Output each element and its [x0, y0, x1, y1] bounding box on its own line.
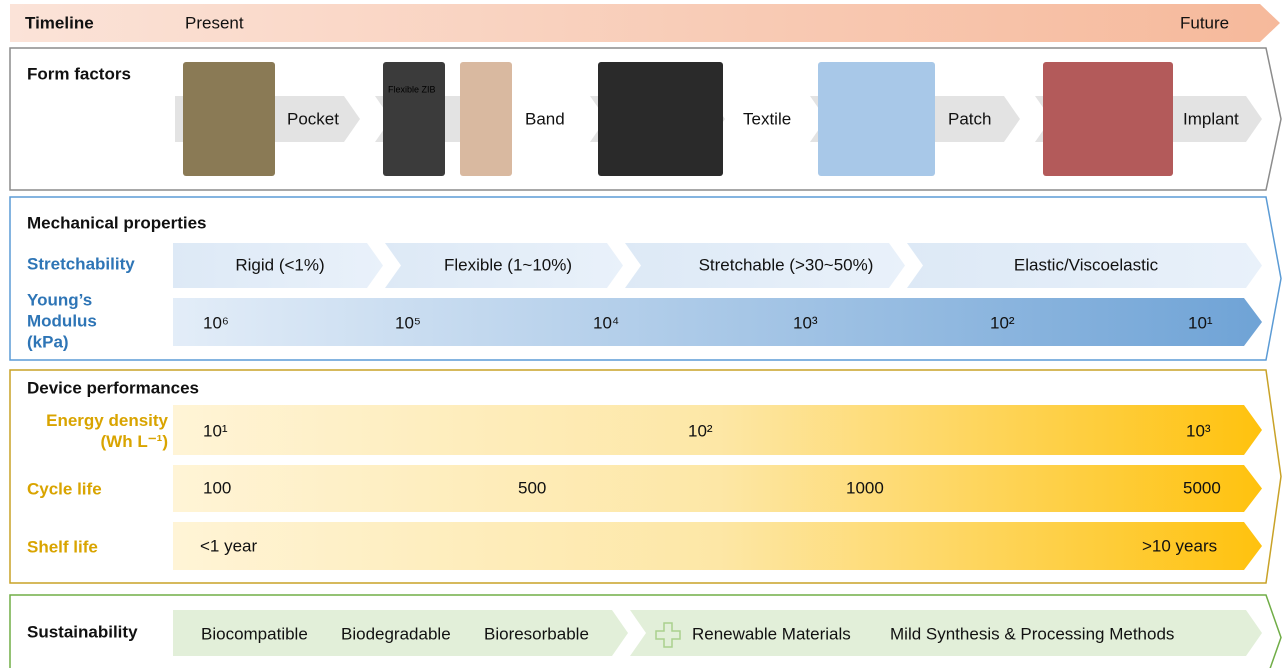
- cycle-value: 100: [203, 478, 231, 499]
- cycle-value: 1000: [846, 478, 884, 499]
- section-title: Sustainability: [27, 622, 138, 643]
- performance-arrow: [173, 465, 1262, 512]
- diagram-shapes: [0, 0, 1284, 668]
- form-factor-label: Pocket: [287, 109, 339, 130]
- sustain-label: Mild Synthesis & Processing Methods: [890, 624, 1174, 645]
- row-label: Stretchability: [27, 254, 135, 275]
- cycle-value: 5000: [1183, 478, 1221, 499]
- modulus-value: 10⁵: [395, 313, 421, 334]
- energy-value: 10¹: [203, 421, 228, 442]
- row-label: Energy density (Wh L⁻¹): [22, 410, 168, 452]
- modulus-arrow: [173, 298, 1262, 346]
- timeline-label: Timeline: [25, 13, 94, 34]
- energy-value: 10³: [1186, 421, 1211, 442]
- form-factor-label: Patch: [948, 109, 991, 130]
- timeline-end: Future: [1180, 13, 1229, 34]
- timeline-start: Present: [185, 13, 244, 34]
- form-factor-label: Implant: [1183, 109, 1239, 130]
- form-factor-image: [598, 62, 723, 176]
- sustain-label: Bioresorbable: [484, 624, 589, 645]
- stretch-label: Flexible (1~10%): [444, 255, 572, 276]
- performance-arrow: [173, 522, 1262, 570]
- sustain-label: Biocompatible: [201, 624, 308, 645]
- form-factor-label: Band: [525, 109, 565, 130]
- band-image-2: [460, 62, 512, 176]
- modulus-value: 10¹: [1188, 313, 1213, 334]
- stretch-label: Stretchable (>30~50%): [699, 255, 874, 276]
- stretch-label: Rigid (<1%): [235, 255, 324, 276]
- stretch-label: Elastic/Viscoelastic: [1014, 255, 1158, 276]
- modulus-value: 10⁴: [593, 313, 619, 334]
- section-title: Mechanical properties: [27, 213, 207, 234]
- sustain-label: Renewable Materials: [692, 624, 851, 645]
- form-factor-label: Textile: [743, 109, 791, 130]
- form-factor-image: [818, 62, 935, 176]
- row-label: Shelf life: [27, 537, 98, 558]
- sustain-label: Biodegradable: [341, 624, 451, 645]
- modulus-value: 10³: [793, 313, 818, 334]
- section-title: Form factors: [27, 64, 131, 85]
- row-label: Cycle life: [27, 479, 102, 500]
- section-title: Device performances: [27, 378, 199, 399]
- page: (() => { const data = JSON.parse(documen…: [0, 0, 1284, 668]
- cycle-value: 500: [518, 478, 546, 499]
- form-factor-image: [1043, 62, 1173, 176]
- performance-arrow: [173, 405, 1262, 455]
- energy-value: 10²: [688, 421, 713, 442]
- image-caption: Flexible ZIB: [388, 80, 436, 101]
- row-label: Young’s Modulus (kPa): [27, 290, 132, 353]
- form-factor-image: [183, 62, 275, 176]
- modulus-value: 10²: [990, 313, 1015, 334]
- shelf-value: >10 years: [1142, 536, 1217, 557]
- modulus-value: 10⁶: [203, 313, 229, 334]
- shelf-value: <1 year: [200, 536, 257, 557]
